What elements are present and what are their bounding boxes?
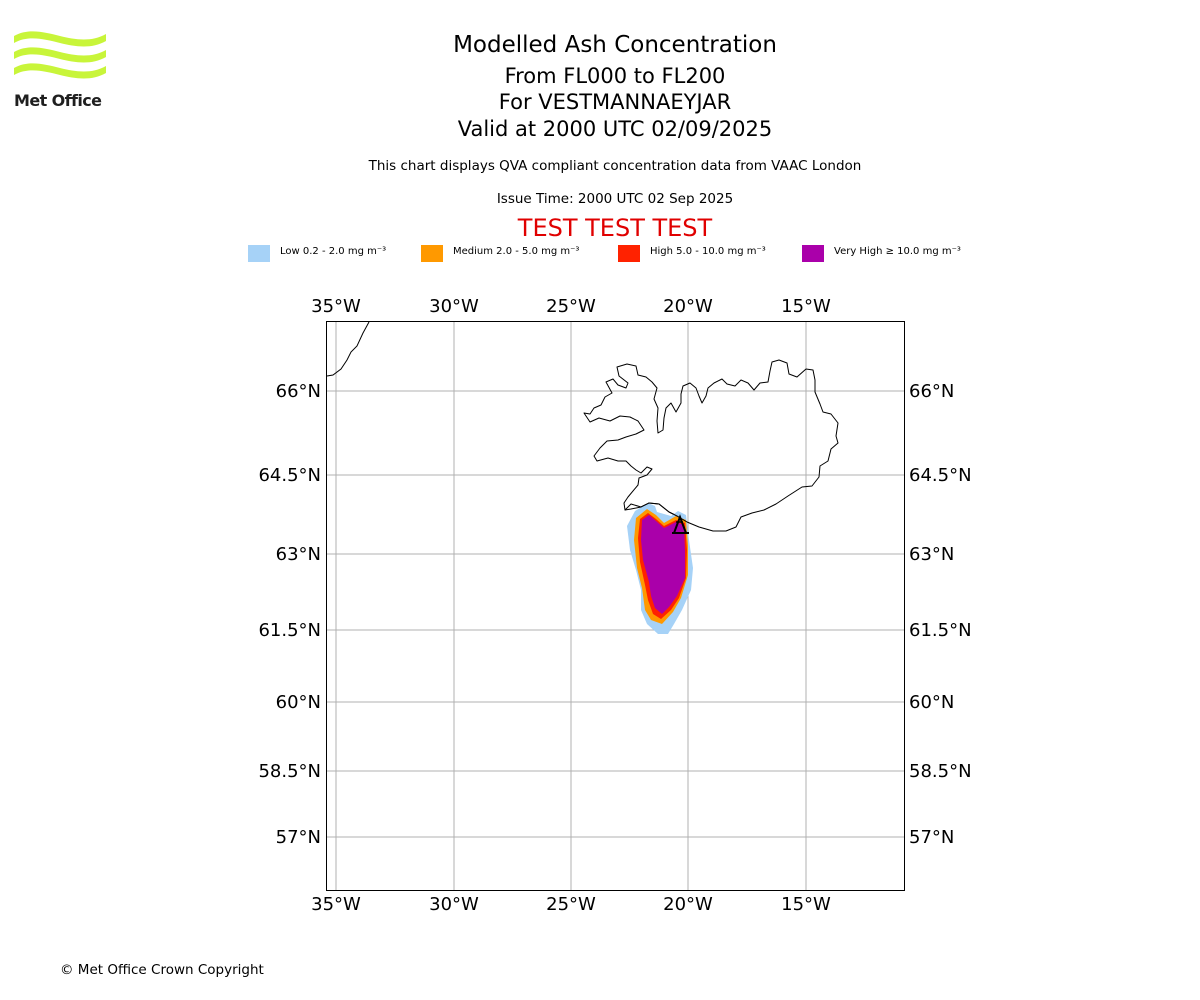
chart-title: Modelled Ash Concentration xyxy=(453,32,777,58)
issue-time: Issue Time: 2000 UTC 02 Sep 2025 xyxy=(496,191,734,207)
right-lat-label-64-5n: 64.5°N xyxy=(909,465,972,486)
legend-swatch-very-high xyxy=(802,245,824,262)
south-coast-overlay xyxy=(624,502,688,523)
triangle-icon xyxy=(672,514,689,534)
legend-label-low: Low 0.2 - 2.0 mg m⁻³ xyxy=(280,246,387,257)
test-banner: TEST TEST TEST xyxy=(517,214,713,242)
legend-swatch-high xyxy=(618,245,640,262)
right-lat-label-61-5n: 61.5°N xyxy=(909,620,972,641)
valid-time: Valid at 2000 UTC 02/09/2025 xyxy=(457,117,773,141)
top-lon-label-15w: 15°W xyxy=(781,296,831,317)
logo-wordmark: Met Office xyxy=(14,91,102,110)
bottom-lon-label-25w: 25°W xyxy=(546,894,596,915)
ash-contours xyxy=(627,503,693,634)
greenland-coastline xyxy=(326,321,370,377)
left-lat-label-61-5n: 61.5°N xyxy=(258,620,321,641)
bottom-lon-label-15w: 15°W xyxy=(781,894,831,915)
left-lat-label-57n: 57°N xyxy=(276,827,321,848)
met-office-logo: Met Office xyxy=(14,30,108,112)
top-lon-label-25w: 25°W xyxy=(546,296,596,317)
legend-swatch-medium xyxy=(421,245,443,262)
legend: Low 0.2 - 2.0 mg m⁻³ Medium 2.0 - 5.0 mg… xyxy=(0,244,1200,264)
map-frame xyxy=(326,321,905,891)
iceland-coastline xyxy=(583,359,839,532)
left-lat-label-66n: 66°N xyxy=(276,381,321,402)
right-lat-label-66n: 66°N xyxy=(909,381,954,402)
map-gridlines xyxy=(327,322,904,890)
legend-swatch-low xyxy=(248,245,270,262)
flight-level-range: From FL000 to FL200 xyxy=(504,64,726,88)
right-lat-label-57n: 57°N xyxy=(909,827,954,848)
bottom-lon-label-20w: 20°W xyxy=(663,894,713,915)
right-lat-label-58-5n: 58.5°N xyxy=(909,761,972,782)
left-lat-label-58-5n: 58.5°N xyxy=(258,761,321,782)
ash-contour-very-high xyxy=(641,515,685,614)
volcano-name: For VESTMANNAEYJAR xyxy=(498,90,732,114)
right-lat-label-60n: 60°N xyxy=(909,692,954,713)
top-lon-label-35w: 35°W xyxy=(311,296,361,317)
legend-label-very-high: Very High ≥ 10.0 mg m⁻³ xyxy=(834,246,961,257)
qva-note: This chart displays QVA compliant concen… xyxy=(368,158,862,174)
left-lat-label-63n: 63°N xyxy=(276,544,321,565)
met-office-waves-icon xyxy=(14,31,106,79)
left-lat-label-60n: 60°N xyxy=(276,692,321,713)
top-lon-label-20w: 20°W xyxy=(663,296,713,317)
bottom-lon-label-30w: 30°W xyxy=(429,894,479,915)
copyright: © Met Office Crown Copyright xyxy=(60,962,264,978)
top-lon-label-30w: 30°W xyxy=(429,296,479,317)
legend-label-medium: Medium 2.0 - 5.0 mg m⁻³ xyxy=(453,246,580,257)
right-lat-label-63n: 63°N xyxy=(909,544,954,565)
bottom-lon-label-35w: 35°W xyxy=(311,894,361,915)
legend-label-high: High 5.0 - 10.0 mg m⁻³ xyxy=(650,246,766,257)
left-lat-label-64-5n: 64.5°N xyxy=(258,465,321,486)
